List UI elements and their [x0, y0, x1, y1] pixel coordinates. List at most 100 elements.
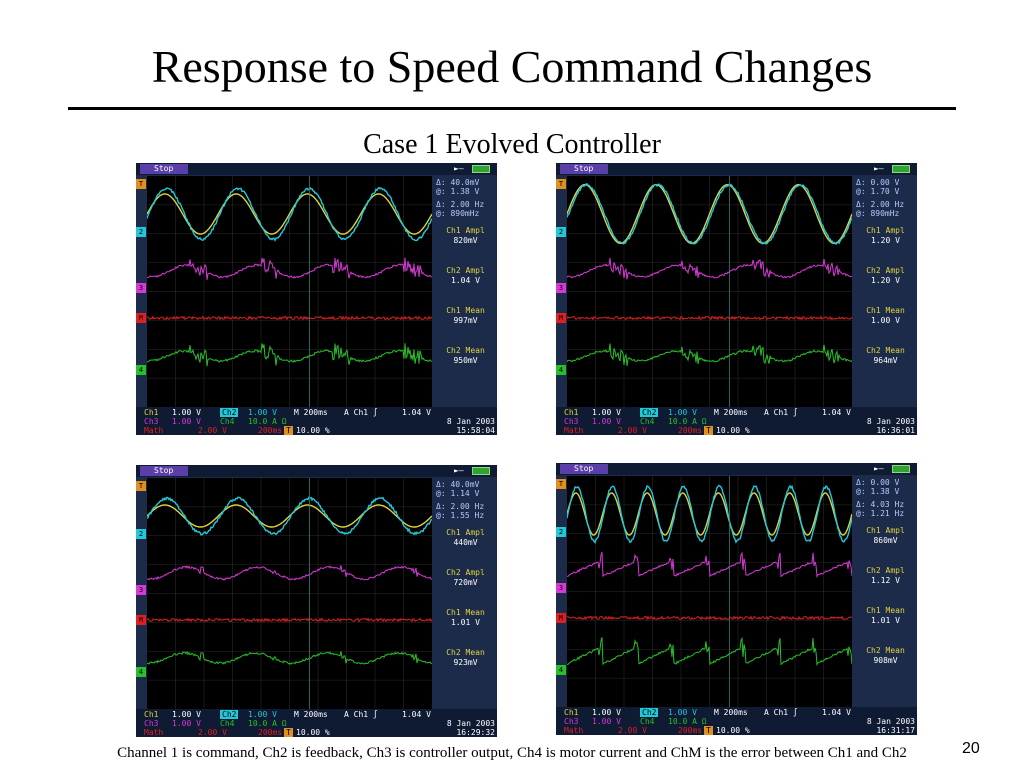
trigger-arrow-icon: ►—: [454, 164, 464, 173]
measurement-label: Ch1 Mean: [446, 608, 485, 617]
measurement-value: 908mV: [873, 656, 898, 665]
channel-marker: 4: [556, 365, 566, 375]
channel-marker: 3: [136, 283, 146, 293]
settings-row-1: Ch1 1.00 V Ch2 1.00 V M 200ms A Ch1 ∫ 1.…: [556, 408, 856, 417]
measurement-label: Ch1 Ampl: [446, 226, 485, 235]
ch4-waveform: [567, 343, 852, 366]
settings-row-1: Ch1 1.00 V Ch2 1.00 V M 200ms A Ch1 ∫ 1.…: [136, 710, 436, 719]
acquisition-status: Stop: [140, 164, 188, 174]
ch1-waveform: [147, 504, 432, 528]
measurement-value: 997mV: [453, 316, 478, 325]
measurement-label: Ch2 Mean: [446, 648, 485, 657]
capture-time: 16:36:01: [876, 426, 915, 435]
scope-settings-bar: Ch1 1.00 V Ch2 1.00 V M 200ms A Ch1 ∫ 1.…: [136, 709, 497, 737]
ch2-label: Ch2: [640, 708, 659, 717]
measurement-value: 1.20 V: [871, 276, 900, 285]
measurement-label: Ch2 Ampl: [446, 266, 485, 275]
math-waveform: [147, 617, 432, 623]
scope-status-bar: Stop ►—: [556, 463, 917, 475]
trigger-source: A Ch1 ∫: [764, 708, 798, 717]
waveform-display: [147, 478, 432, 709]
measurement-value: 1.01 V: [871, 616, 900, 625]
capture-time: 16:29:32: [456, 728, 495, 737]
ch3-waveform: [567, 257, 852, 280]
measurement-ch1-ampl: Ch1 Ampl 1.20 V: [854, 226, 917, 246]
measurement-label: Ch1 Mean: [446, 306, 485, 315]
measurement-value: 1.01 V: [451, 618, 480, 627]
settings-row-2: Ch3 1.00 V Ch4 10.0 A Ω: [556, 717, 856, 726]
measurement-label: Ch1 Ampl: [446, 528, 485, 537]
cursor-frequency-row: Δ: 2.00 Hz: [436, 200, 485, 209]
waveform-display: [147, 176, 432, 407]
ch1-label: Ch1: [144, 710, 159, 719]
trigger-position: 10.00 %: [296, 728, 330, 737]
slide-caption: Channel 1 is command, Ch2 is feedback, C…: [117, 745, 907, 761]
trigger-arrow-icon: ►—: [874, 464, 884, 473]
waveform-plot: [147, 478, 432, 709]
cursor-delta-row: Δ: 0.00 V: [856, 178, 900, 187]
channel-marker: 2: [136, 227, 146, 237]
ch3-scale: 1.00 V: [172, 719, 201, 728]
math-scale: 2.00 V: [198, 728, 227, 737]
capture-date: 8 Jan 2003: [446, 417, 495, 426]
measurement-label: Ch1 Mean: [866, 306, 905, 315]
ch2-label: Ch2: [220, 710, 239, 719]
title-divider: [68, 107, 956, 110]
measurement-panel: Δ: 0.00 V @: 1.70 V Δ: 2.00 Hz @: 890mHz…: [854, 176, 917, 407]
trigger-source: A Ch1 ∫: [344, 710, 378, 719]
trigger-level: 1.04 V: [402, 710, 431, 719]
ch1-waveform: [567, 492, 852, 536]
acquisition-status: Stop: [560, 164, 608, 174]
ch3-waveform: [147, 564, 432, 581]
ch2-waveform: [567, 484, 852, 544]
battery-icon: [892, 465, 910, 473]
ch1-scale: 1.00 V: [592, 708, 621, 717]
trigger-position: 10.00 %: [716, 426, 750, 435]
math-label: Math: [144, 426, 164, 435]
scope-status-bar: Stop ►—: [136, 163, 497, 175]
ch2-scale: 1.00 V: [248, 710, 277, 719]
ch1-scale: 1.00 V: [592, 408, 621, 417]
ch3-scale: 1.00 V: [592, 417, 621, 426]
measurement-value: 440mV: [453, 538, 478, 547]
measurement-ch2-mean: Ch2 Mean 923mV: [434, 648, 497, 668]
math-scale: 2.00 V: [198, 426, 227, 435]
acquisition-status: Stop: [560, 464, 608, 474]
measurement-ch1-mean: Ch1 Mean 1.01 V: [854, 606, 917, 626]
page-number: 20: [962, 740, 980, 757]
channel-marker: 3: [556, 583, 566, 593]
ch2-scale: 1.00 V: [668, 408, 697, 417]
cursor-frequency-row: Δ: 2.00 Hz: [436, 502, 485, 511]
oscilloscope-screenshot-4: Stop ►— T 2 3 M 4 Δ: 0.00 V @: 1.38 V Δ: 4.0…: [556, 463, 917, 735]
math-label: Math: [144, 728, 164, 737]
measurement-label: Ch2 Ampl: [866, 566, 905, 575]
settings-row-3: Math 2.00 V 200ms T 10.00 %: [136, 426, 436, 435]
cursor-frequency-position-row: @: 890mHz: [436, 209, 480, 218]
math-timebase: 200ms: [258, 728, 283, 737]
measurement-ch1-ampl: Ch1 Ampl 860mV: [854, 526, 917, 546]
cursor-frequency-row: Δ: 4.03 Hz: [856, 500, 905, 509]
ch4-waveform: [567, 636, 852, 667]
measurement-value: 1.12 V: [871, 576, 900, 585]
ch3-label: Ch3: [564, 417, 579, 426]
capture-date: 8 Jan 2003: [446, 719, 495, 728]
ch1-waveform: [147, 193, 432, 235]
cursor-position-row: @: 1.14 V: [436, 489, 480, 498]
cursor-frequency-position-row: @: 890mHz: [856, 209, 900, 218]
oscilloscope-screenshot-1: Stop ►— T 2 3 M 4 Δ: 40.0mV @: 1.38 V Δ: 2.0…: [136, 163, 497, 435]
scope-settings-bar: Ch1 1.00 V Ch2 1.00 V M 200ms A Ch1 ∫ 1.…: [556, 407, 917, 435]
ch3-scale: 1.00 V: [172, 417, 201, 426]
math-waveform: [147, 315, 432, 321]
ch1-scale: 1.00 V: [172, 408, 201, 417]
measurement-value: 1.20 V: [871, 236, 900, 245]
ch2-label: Ch2: [220, 408, 239, 417]
trigger-position: 10.00 %: [716, 726, 750, 735]
channel-marker: T: [136, 481, 146, 491]
trigger-level: 1.04 V: [822, 408, 851, 417]
acquisition-status: Stop: [140, 466, 188, 476]
cursor-frequency-row: Δ: 2.00 Hz: [856, 200, 905, 209]
ch1-waveform: [567, 183, 852, 245]
channel-marker: 2: [556, 527, 566, 537]
ch4-scale: 10.0 A Ω: [668, 417, 707, 426]
ch4-label: Ch4: [640, 717, 655, 726]
